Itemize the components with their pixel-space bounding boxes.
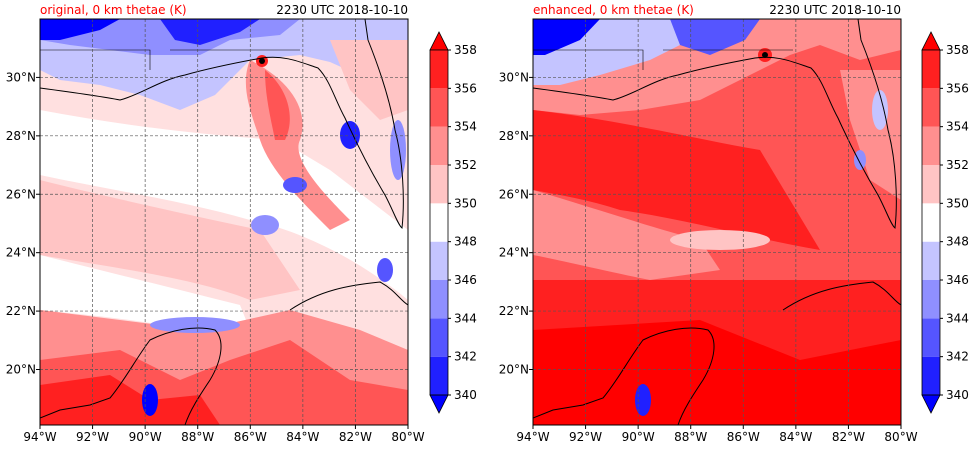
x-tick-label: 84°W <box>779 430 812 444</box>
colorbar-label: 354 <box>946 120 969 134</box>
colorbar-bin <box>430 280 448 319</box>
colorbar-label: 342 <box>454 350 477 364</box>
colorbar-label: 358 <box>946 43 969 57</box>
colorbar-bin <box>430 356 448 395</box>
y-tick-label: 30°N <box>6 70 36 84</box>
colorbar-frame <box>921 49 941 396</box>
colorbar-label: 356 <box>946 81 969 95</box>
colorbar-label: 344 <box>946 311 969 325</box>
axes-frame-original <box>39 18 409 426</box>
y-tick-label: 20°N <box>499 363 529 377</box>
panel-original: 94°W 92°W 90°W 88°W 86°W 84°W 82°W 80°W 20°N 22°N… <box>6 3 477 444</box>
colorbar-frame <box>429 49 449 396</box>
colorbar-label: 342 <box>946 350 969 364</box>
colorbar-label: 344 <box>454 311 477 325</box>
colorbar-bin <box>922 126 940 165</box>
colorbar-bin <box>922 165 940 204</box>
field-enhanced <box>533 19 901 425</box>
x-tick-label: 92°W <box>76 430 109 444</box>
colorbar-extend-min <box>921 394 941 414</box>
x-tick-label: 88°W <box>181 430 214 444</box>
colorbar-label: 354 <box>454 120 477 134</box>
x-tick-label: 94°W <box>516 430 549 444</box>
x-tick-label: 90°W <box>622 430 655 444</box>
timestamp-enhanced: 2230 UTC 2018-10-10 <box>769 3 901 17</box>
y-tick-label: 28°N <box>499 129 529 143</box>
title-enhanced: enhanced, 0 km thetae (K) <box>533 3 694 17</box>
x-tick-label: 82°W <box>832 430 865 444</box>
y-tick-label: 20°N <box>6 363 36 377</box>
colorbar-label: 352 <box>946 158 969 172</box>
colorbar-bin <box>922 88 940 127</box>
field-original <box>40 19 408 425</box>
colorbar-label: 350 <box>454 196 477 210</box>
axes-frame-enhanced <box>532 18 902 426</box>
panel-enhanced: 94°W 92°W 90°W 88°W 86°W 84°W 82°W 80°W 20°N 22°N… <box>499 3 969 444</box>
colorbar-label: 348 <box>946 235 969 249</box>
y-tick-label: 26°N <box>6 187 36 201</box>
colorbar-label: 340 <box>946 388 969 402</box>
timestamp-original: 2230 UTC 2018-10-10 <box>276 3 408 17</box>
y-tick-label: 24°N <box>499 246 529 260</box>
colorbar-label: 358 <box>454 43 477 57</box>
x-tick-label: 80°W <box>884 430 917 444</box>
colorbar-bin <box>430 318 448 357</box>
colorbar-label: 346 <box>946 273 969 287</box>
x-tick-label: 90°W <box>129 430 162 444</box>
colorbar-bin <box>430 50 448 89</box>
colorbar-label: 340 <box>454 388 477 402</box>
x-tick-label: 84°W <box>286 430 319 444</box>
colorbar-bin <box>922 203 940 242</box>
colorbar-enhanced: 340 342 344 346 348 350 352 354 356 358 <box>921 31 969 414</box>
colorbar-label: 346 <box>454 273 477 287</box>
colorbar-extend-max <box>921 31 941 51</box>
title-original: original, 0 km thetae (K) <box>40 3 187 17</box>
colorbar-bin <box>922 280 940 319</box>
x-tick-label: 86°W <box>234 430 267 444</box>
colorbar-label: 350 <box>946 196 969 210</box>
colorbar-bin <box>922 241 940 280</box>
colorbar-label: 352 <box>454 158 477 172</box>
y-tick-label: 30°N <box>499 70 529 84</box>
ticks-original: 94°W 92°W 90°W 88°W 86°W 84°W 82°W 80°W 20°N 22°N… <box>6 70 425 444</box>
x-tick-label: 88°W <box>674 430 707 444</box>
y-tick-label: 28°N <box>6 129 36 143</box>
colorbar-bin <box>430 203 448 242</box>
colorbar-bin <box>922 318 940 357</box>
y-tick-label: 26°N <box>499 187 529 201</box>
y-tick-label: 22°N <box>499 304 529 318</box>
ticks-enhanced: 94°W 92°W 90°W 88°W 86°W 84°W 82°W 80°W 20°N 22°N… <box>499 70 918 444</box>
colorbar-original: 340 342 344 346 348 350 352 354 356 358 <box>429 31 477 414</box>
x-tick-label: 92°W <box>569 430 602 444</box>
colorbar-label: 356 <box>454 81 477 95</box>
colorbar-extend-min <box>429 394 449 414</box>
colorbar-bin <box>430 88 448 127</box>
colorbar-bin <box>430 241 448 280</box>
colorbar-bin <box>922 356 940 395</box>
y-tick-label: 24°N <box>6 246 36 260</box>
colorbar-extend-max <box>429 31 449 51</box>
x-tick-label: 86°W <box>727 430 760 444</box>
colorbar-bin <box>430 126 448 165</box>
x-tick-label: 94°W <box>23 430 56 444</box>
x-tick-label: 80°W <box>391 430 424 444</box>
y-tick-label: 22°N <box>6 304 36 318</box>
colorbar-label: 348 <box>454 235 477 249</box>
x-tick-label: 82°W <box>339 430 372 444</box>
colorbar-bin <box>430 165 448 204</box>
colorbar-bin <box>922 50 940 89</box>
